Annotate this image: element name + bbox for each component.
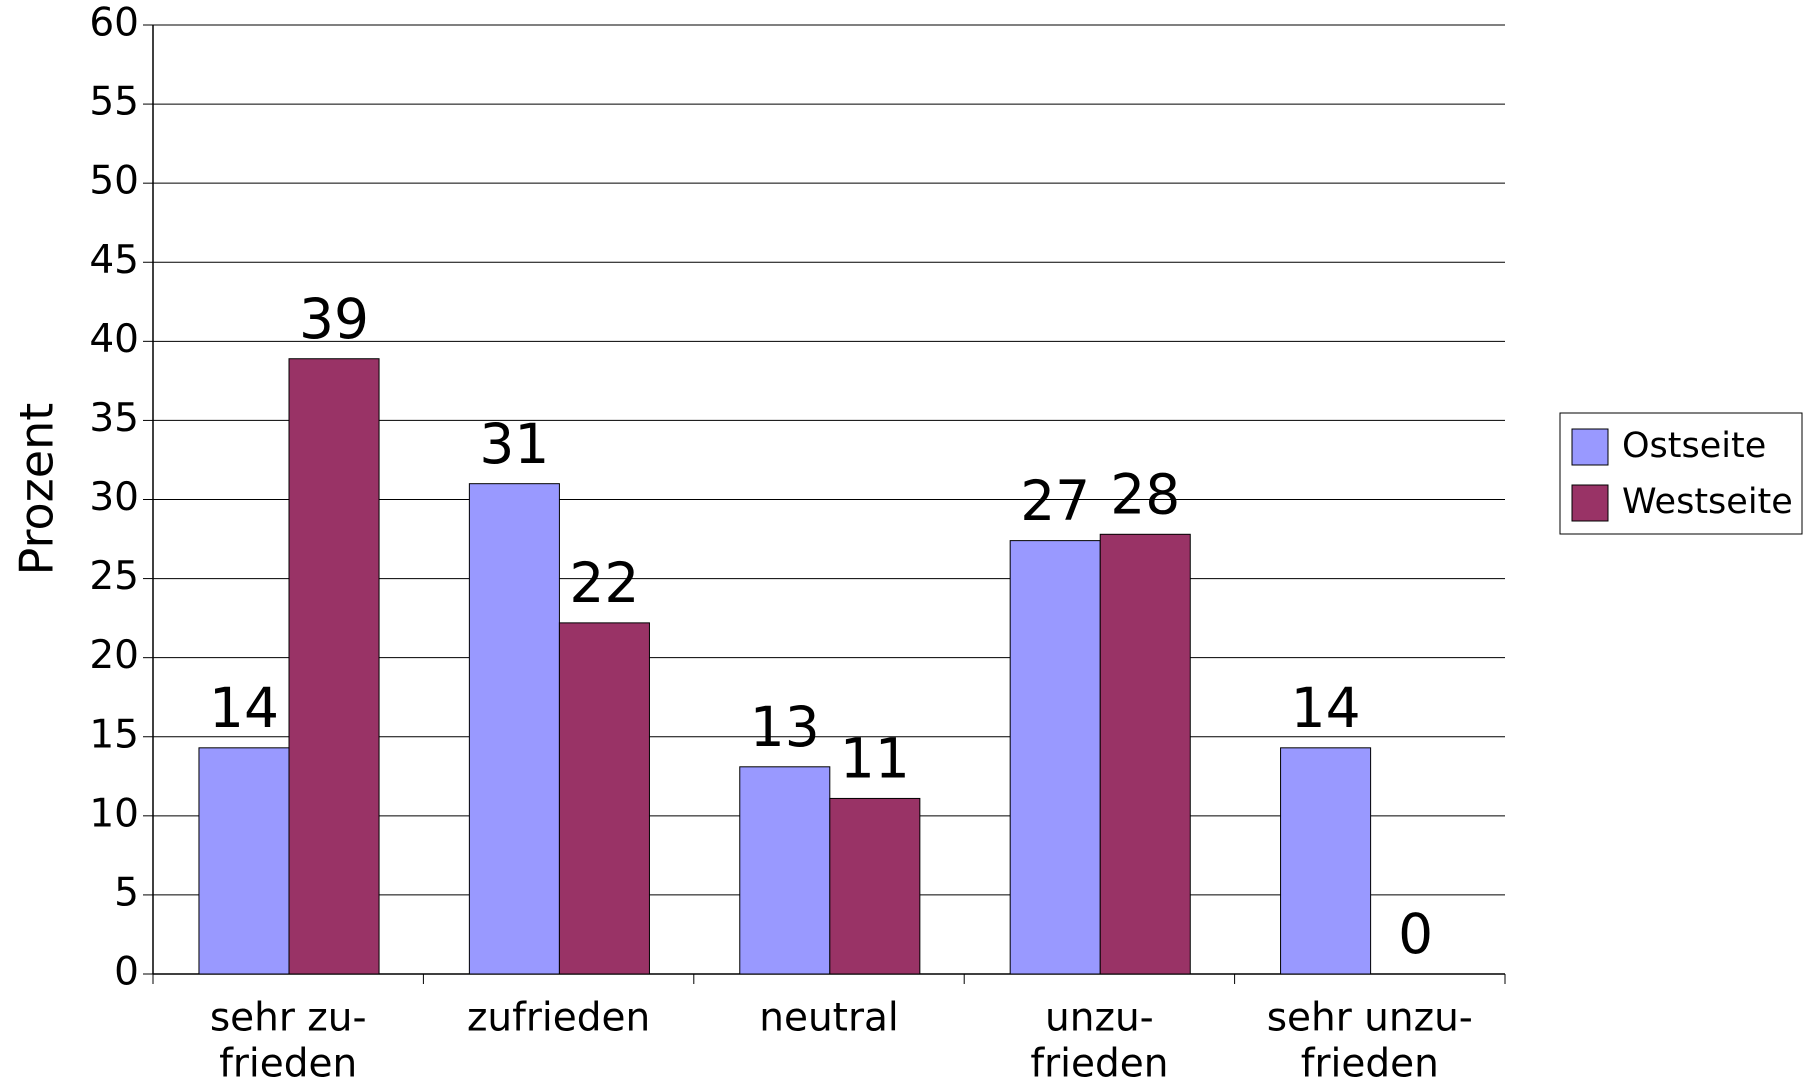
data-label: 14 — [209, 676, 279, 740]
y-tick-label: 0 — [114, 950, 139, 995]
x-tick-label: frieden — [219, 1042, 357, 1086]
bar — [829, 797, 921, 975]
y-tick-label: 55 — [89, 80, 139, 125]
data-label: 31 — [479, 412, 549, 476]
x-tick-label: zufrieden — [467, 996, 650, 1041]
y-tick-label: 15 — [89, 712, 139, 757]
x-tick-label: frieden — [1030, 1042, 1168, 1086]
y-tick-label: 10 — [89, 791, 139, 836]
data-label: 28 — [1110, 462, 1180, 526]
data-label: 14 — [1291, 676, 1361, 740]
bar — [1009, 540, 1101, 975]
y-tick-label: 25 — [89, 554, 139, 599]
legend-swatch — [1571, 428, 1609, 466]
data-label: 39 — [299, 287, 369, 351]
bar — [288, 358, 380, 975]
x-tick-label: frieden — [1301, 1042, 1439, 1086]
x-tick-label: sehr unzu- — [1267, 996, 1473, 1041]
x-tick-label: neutral — [759, 996, 899, 1041]
data-label: 11 — [840, 727, 910, 791]
bar — [1280, 747, 1372, 975]
bar — [468, 483, 560, 975]
data-label: 22 — [569, 551, 639, 615]
y-tick-label: 50 — [89, 159, 139, 204]
legend-swatch — [1571, 484, 1609, 522]
y-tick-label: 35 — [89, 396, 139, 441]
legend-label: Ostseite — [1622, 426, 1766, 466]
bar — [198, 747, 290, 975]
y-axis-label: Prozent — [10, 403, 64, 576]
data-label: 27 — [1020, 469, 1090, 533]
x-tick-label: sehr zu- — [210, 996, 367, 1041]
y-tick-label: 40 — [89, 317, 139, 362]
data-label: 13 — [750, 695, 820, 759]
y-tick-label: 20 — [89, 633, 139, 678]
legend-label: Westseite — [1622, 482, 1793, 522]
y-tick-label: 30 — [89, 475, 139, 520]
bar — [739, 766, 831, 975]
x-tick-label: unzu- — [1045, 996, 1154, 1041]
y-tick-label: 5 — [114, 870, 139, 915]
y-tick-label: 60 — [89, 1, 139, 46]
bar — [558, 622, 650, 975]
bar — [1099, 533, 1191, 975]
y-tick-label: 45 — [89, 238, 139, 283]
data-label: 0 — [1398, 902, 1433, 966]
